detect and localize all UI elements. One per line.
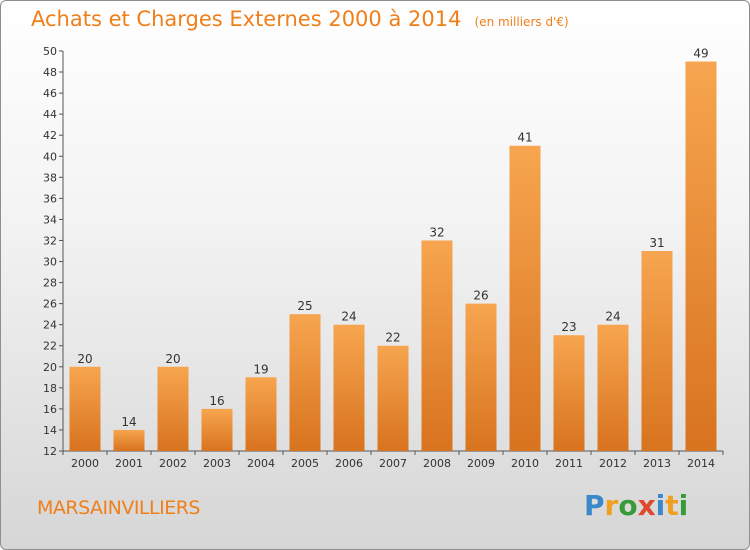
bar-value-label: 26 [473, 289, 488, 303]
bar [69, 366, 101, 451]
logo-letter: i [678, 489, 689, 522]
bar-value-label: 20 [165, 352, 180, 366]
y-tick-label: 42 [43, 129, 57, 142]
y-tick-label: 16 [43, 403, 57, 416]
y-tick-label: 28 [43, 277, 57, 290]
y-tick-label: 14 [43, 424, 57, 437]
bar [201, 408, 233, 451]
x-tick-label: 2011 [555, 457, 583, 470]
logo-letter: P [584, 489, 605, 522]
y-tick-label: 48 [43, 66, 57, 79]
proxiti-logo[interactable]: Proxiti [584, 489, 688, 522]
y-tick-label: 50 [43, 45, 57, 58]
y-tick-label: 30 [43, 256, 57, 269]
x-tick-label: 2013 [643, 457, 671, 470]
logo-letter: t [665, 489, 679, 522]
logo-letter: r [604, 489, 619, 522]
x-tick-label: 2009 [467, 457, 495, 470]
chart-title: Achats et Charges Externes 2000 à 2014 (… [31, 7, 569, 31]
y-tick-label: 32 [43, 234, 57, 247]
x-tick-label: 2000 [71, 457, 99, 470]
bar-value-label: 23 [561, 320, 576, 334]
bar [333, 324, 365, 451]
bar [553, 335, 585, 451]
bar [597, 324, 629, 451]
bar [465, 303, 497, 451]
bar [377, 345, 409, 451]
y-tick-label: 44 [43, 108, 57, 121]
bar [509, 145, 541, 451]
bar-value-label: 24 [605, 310, 620, 324]
bar [157, 366, 189, 451]
y-tick-label: 34 [43, 213, 57, 226]
bar [421, 240, 453, 451]
x-tick-label: 2004 [247, 457, 275, 470]
bar-value-label: 16 [209, 394, 224, 408]
x-tick-label: 2001 [115, 457, 143, 470]
bar-value-label: 22 [385, 331, 400, 345]
x-tick-label: 2008 [423, 457, 451, 470]
y-tick-label: 46 [43, 87, 57, 100]
bar-value-label: 14 [121, 415, 136, 429]
x-tick-label: 2012 [599, 457, 627, 470]
bar [641, 251, 673, 451]
y-tick-label: 22 [43, 340, 57, 353]
y-tick-label: 26 [43, 298, 57, 311]
y-tick-label: 36 [43, 192, 57, 205]
bar-value-label: 25 [297, 299, 312, 313]
y-tick-label: 24 [43, 319, 57, 332]
y-tick-label: 12 [43, 445, 57, 458]
x-tick-label: 2003 [203, 457, 231, 470]
bar [685, 61, 717, 452]
x-tick-label: 2007 [379, 457, 407, 470]
x-tick-label: 2002 [159, 457, 187, 470]
city-name: MARSAINVILLIERS [37, 497, 200, 519]
bar-value-label: 20 [77, 352, 92, 366]
bar-value-label: 31 [649, 236, 664, 250]
bar [245, 377, 277, 451]
title-main: Achats et Charges Externes 2000 à 2014 [31, 7, 462, 31]
bar-value-label: 24 [341, 310, 356, 324]
x-tick-label: 2010 [511, 457, 539, 470]
y-tick-label: 38 [43, 171, 57, 184]
y-tick-label: 20 [43, 361, 57, 374]
bar-value-label: 49 [693, 47, 708, 61]
bar [289, 314, 321, 451]
x-tick-label: 2006 [335, 457, 363, 470]
y-tick-label: 18 [43, 382, 57, 395]
logo-letter: i [655, 489, 666, 522]
x-tick-label: 2014 [687, 457, 715, 470]
title-unit: (en milliers d'€) [474, 15, 569, 29]
logo-letter: x [637, 489, 656, 522]
bar-value-label: 32 [429, 225, 444, 239]
bar-value-label: 41 [517, 131, 532, 145]
logo-letter: o [618, 489, 638, 522]
y-tick-label: 40 [43, 150, 57, 163]
bar-value-label: 19 [253, 362, 268, 376]
bar [113, 429, 145, 451]
x-tick-label: 2005 [291, 457, 319, 470]
